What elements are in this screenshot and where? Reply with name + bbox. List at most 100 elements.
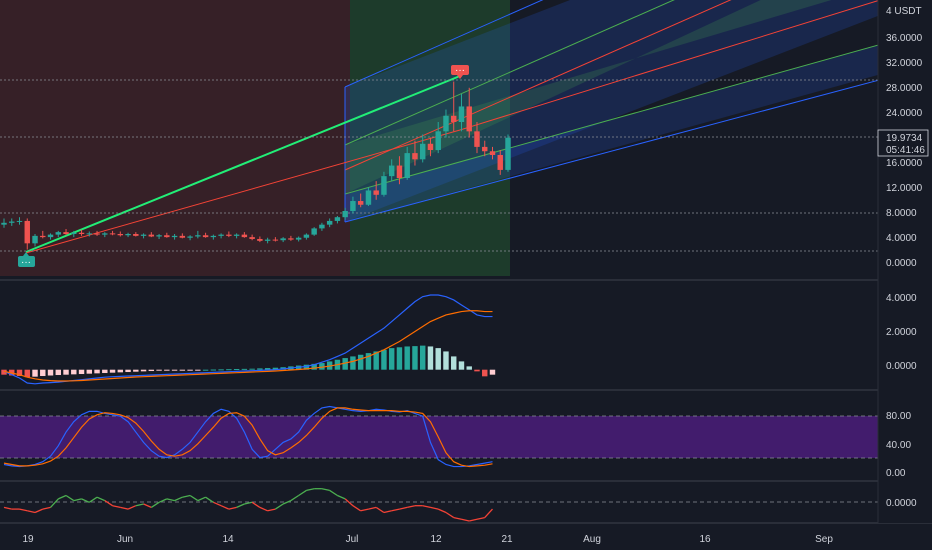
price-tick: 0.0000 bbox=[886, 258, 917, 269]
macd-histogram-bar bbox=[342, 358, 348, 370]
candle-body bbox=[482, 146, 488, 152]
oscillator-segment bbox=[166, 498, 175, 502]
candle-body bbox=[24, 220, 30, 244]
countdown-value: 05:41:46 bbox=[886, 145, 925, 156]
candle-body bbox=[171, 235, 178, 238]
macd-histogram-bar bbox=[419, 345, 426, 370]
macd-histogram-bar bbox=[210, 369, 217, 371]
macd-tick: 0.0000 bbox=[886, 361, 917, 372]
candle-body bbox=[342, 210, 348, 218]
oscillator-segment bbox=[282, 500, 292, 505]
oscillator-segment bbox=[112, 505, 121, 509]
candle-body bbox=[288, 238, 294, 240]
stoch-tick: 0.00 bbox=[886, 468, 906, 479]
price-unit-label[interactable]: 4 USDT bbox=[886, 6, 922, 17]
oscillator-segment bbox=[120, 506, 129, 510]
price-tick: 8.0000 bbox=[886, 208, 917, 219]
macd-histogram-bar bbox=[156, 369, 162, 371]
oscillator-segment bbox=[50, 498, 59, 508]
candle-body bbox=[404, 153, 410, 178]
candle-body bbox=[373, 190, 379, 195]
macd-histogram-bar bbox=[32, 369, 38, 377]
candle-body bbox=[164, 235, 170, 238]
stoch-tick: 80.00 bbox=[886, 411, 911, 422]
candle-body bbox=[86, 233, 93, 235]
macd-histogram-bar bbox=[226, 369, 232, 371]
macd-axis-ticks: 4.0000 2.0000 0.0000 bbox=[886, 293, 917, 372]
macd-histogram-bar bbox=[187, 369, 193, 371]
macd-histogram-bar bbox=[249, 368, 255, 370]
price-axis-ticks: 36.0000 32.0000 28.0000 24.0000 16.0000 … bbox=[886, 33, 923, 269]
macd-histogram-bar bbox=[365, 353, 372, 370]
oscillator-segment bbox=[158, 498, 168, 503]
candle-body bbox=[78, 232, 85, 234]
channel-lower-line bbox=[344, 65, 932, 223]
macd-histogram-bar bbox=[264, 368, 271, 370]
candle-body bbox=[55, 232, 61, 235]
macd-histogram-bar bbox=[55, 369, 61, 376]
oscillator-segment bbox=[321, 488, 330, 492]
oscillator-segment bbox=[88, 496, 98, 503]
price-tick: 16.0000 bbox=[886, 158, 923, 169]
candle-body bbox=[264, 239, 271, 241]
candle-body bbox=[505, 137, 511, 170]
candle-body bbox=[295, 237, 302, 240]
unit-prefix: 4 bbox=[886, 6, 892, 17]
date-label: Sep bbox=[815, 534, 833, 545]
oscillator-segment bbox=[275, 503, 284, 510]
unit-currency: USDT bbox=[894, 6, 922, 17]
candle-body bbox=[272, 239, 279, 241]
oscillator-segment bbox=[81, 498, 90, 503]
oscillator-segment bbox=[422, 505, 431, 509]
oscillator-segment bbox=[375, 506, 385, 514]
oscillator-segment bbox=[104, 500, 113, 507]
stoch-d-line bbox=[3, 407, 493, 468]
date-label: 21 bbox=[501, 534, 513, 545]
top-marker[interactable]: ··· bbox=[451, 65, 469, 79]
top-marker-label: ··· bbox=[455, 65, 465, 76]
oscillator-segment bbox=[445, 511, 455, 519]
macd-histogram-bar bbox=[16, 369, 23, 377]
oscillator-segment bbox=[127, 505, 137, 510]
candle-body bbox=[443, 115, 449, 132]
macd-histogram-bar bbox=[311, 363, 317, 370]
candle-body bbox=[94, 233, 100, 235]
candle-body bbox=[47, 234, 54, 238]
macd-histogram-bar bbox=[458, 361, 465, 370]
bottom-marker[interactable]: ··· bbox=[18, 252, 35, 268]
candle-body bbox=[40, 235, 46, 238]
candle-body bbox=[241, 234, 248, 238]
oscillator-segment bbox=[290, 494, 300, 502]
date-label: Aug bbox=[583, 534, 601, 545]
macd-histogram-bar bbox=[47, 369, 54, 376]
candle-body bbox=[148, 234, 155, 237]
macd-histogram-bar bbox=[24, 369, 30, 378]
price-tick: 24.0000 bbox=[886, 108, 923, 119]
macd-histogram-bar bbox=[443, 351, 449, 370]
macd-histogram-bar bbox=[466, 366, 472, 370]
candle-body bbox=[179, 235, 186, 238]
candle-body bbox=[156, 235, 162, 237]
candle-body bbox=[497, 154, 503, 170]
oscillator-segment bbox=[205, 496, 214, 503]
oscillator-segment bbox=[197, 496, 206, 502]
candle-body bbox=[102, 233, 108, 235]
date-label: 16 bbox=[699, 534, 711, 545]
candle-body bbox=[226, 234, 232, 236]
candle-body bbox=[125, 234, 131, 236]
oscillator-segment bbox=[213, 501, 222, 507]
candle-body bbox=[195, 235, 201, 237]
macd-histogram-bar bbox=[94, 369, 100, 374]
oscillator-segment bbox=[19, 508, 28, 512]
macd-histogram-bar bbox=[451, 356, 457, 370]
trendline-green bbox=[25, 75, 461, 253]
oscillator-segment bbox=[306, 488, 315, 492]
macd-line bbox=[3, 294, 493, 385]
candle-body bbox=[187, 236, 193, 238]
macd-histogram-bar bbox=[381, 349, 387, 370]
price-tick: 36.0000 bbox=[886, 33, 923, 44]
oscillator-pane bbox=[3, 488, 493, 522]
candle-body bbox=[365, 190, 372, 205]
channel-mid-line bbox=[344, 0, 732, 171]
